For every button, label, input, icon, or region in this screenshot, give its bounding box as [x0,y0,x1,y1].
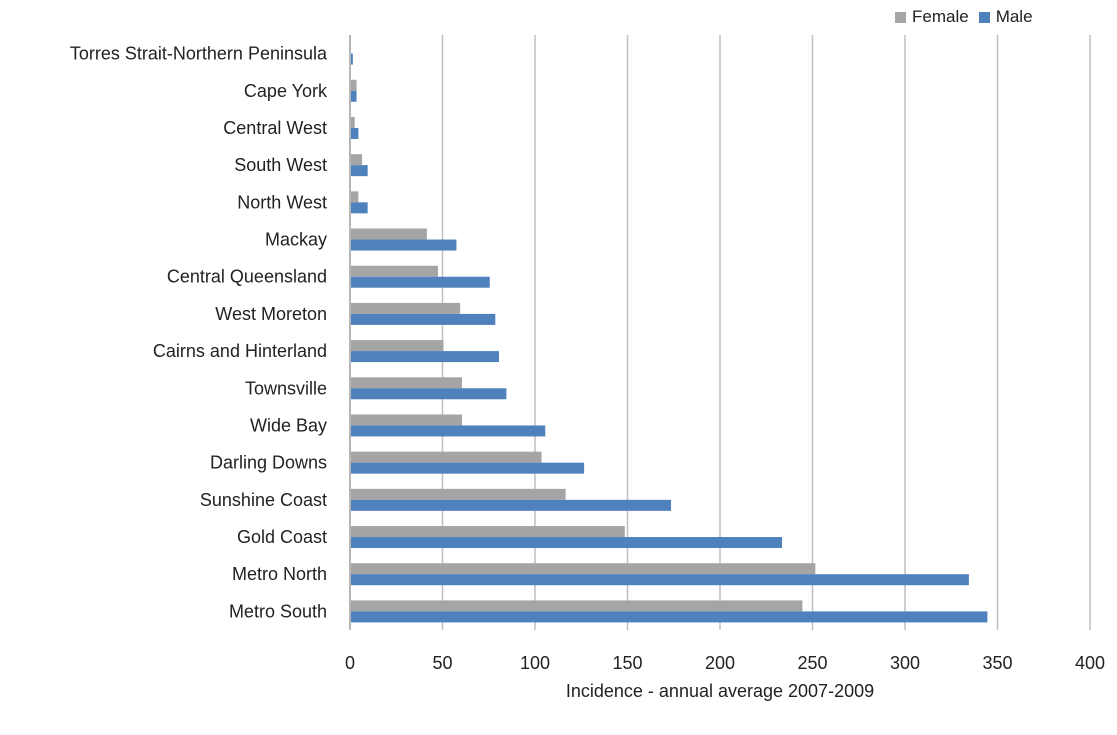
bar-female-cairns-and-hinterland [351,340,444,352]
legend-label-female: Female [912,7,969,26]
bar-male-darling-downs [351,462,585,474]
legend: Female Male [895,7,1043,27]
legend-label-male: Male [995,7,1033,26]
legend-swatch-female [895,11,906,23]
y-tick-label-townsville: Townsville [245,378,327,398]
bar-female-wide-bay [351,414,462,426]
bar-female-south-west [351,154,363,166]
y-tick-label-central-west: Central West [223,118,327,138]
x-tick-label-200: 200 [705,653,735,673]
bar-male-cairns-and-hinterland [351,351,499,363]
bar-male-sunshine-coast [351,499,672,511]
x-tick-label-0: 0 [345,653,355,673]
y-tick-label-metro-north: Metro North [232,564,327,584]
bar-female-metro-south [351,600,803,612]
y-tick-label-south-west: South West [234,155,327,175]
y-tick-label-gold-coast: Gold Coast [237,527,327,547]
bar-male-west-moreton [351,313,496,325]
x-tick-label-300: 300 [890,653,920,673]
bar-female-west-moreton [351,302,461,314]
bar-male-central-west [351,127,359,139]
y-tick-label-sunshine-coast: Sunshine Coast [200,490,327,510]
y-tick-label-darling-downs: Darling Downs [210,453,327,473]
bar-male-gold-coast [351,537,783,549]
bar-male-cape-york [351,90,357,102]
legend-item-male: Male [978,7,1033,27]
bar-female-central-west [351,116,355,128]
bar-male-metro-north [351,574,969,586]
legend-item-female: Female [895,7,969,27]
bar-male-north-west [351,202,368,214]
bar-female-gold-coast [351,526,625,538]
bar-female-sunshine-coast [351,488,566,500]
bar-male-wide-bay [351,425,546,437]
legend-swatch-male [978,11,990,23]
bar-male-torres-strait-northern-peninsula [351,53,353,65]
y-tick-label-cairns-and-hinterland: Cairns and Hinterland [153,341,327,361]
x-tick-label-400: 400 [1075,653,1105,673]
bar-female-north-west [351,191,359,203]
x-tick-label-150: 150 [612,653,642,673]
y-tick-label-north-west: North West [237,192,327,212]
bar-female-central-queensland [351,265,438,277]
y-tick-label-torres-strait-northern-peninsula: Torres Strait-Northern Peninsula [70,44,328,64]
bar-female-mackay [351,228,427,240]
x-tick-label-350: 350 [982,653,1012,673]
y-tick-label-wide-bay: Wide Bay [250,415,327,435]
bar-male-south-west [351,165,368,177]
bar-female-townsville [351,377,462,389]
y-tick-label-central-queensland: Central Queensland [167,267,327,287]
y-tick-label-mackay: Mackay [265,230,327,250]
x-axis-title: Incidence - annual average 2007-2009 [565,681,875,701]
bar-female-metro-north [351,563,816,575]
bar-female-cape-york [351,79,357,91]
y-tick-label-west-moreton: West Moreton [215,304,327,324]
y-tick-label-cape-york: Cape York [244,81,328,101]
bar-male-metro-south [351,611,988,623]
x-tick-label-250: 250 [797,653,827,673]
y-tick-label-metro-south: Metro South [229,601,327,621]
x-tick-label-50: 50 [432,653,452,673]
bar-male-mackay [351,239,457,251]
x-tick-label-100: 100 [520,653,550,673]
bar-male-central-queensland [351,276,490,288]
bar-male-townsville [351,388,507,400]
bar-female-darling-downs [351,451,542,463]
